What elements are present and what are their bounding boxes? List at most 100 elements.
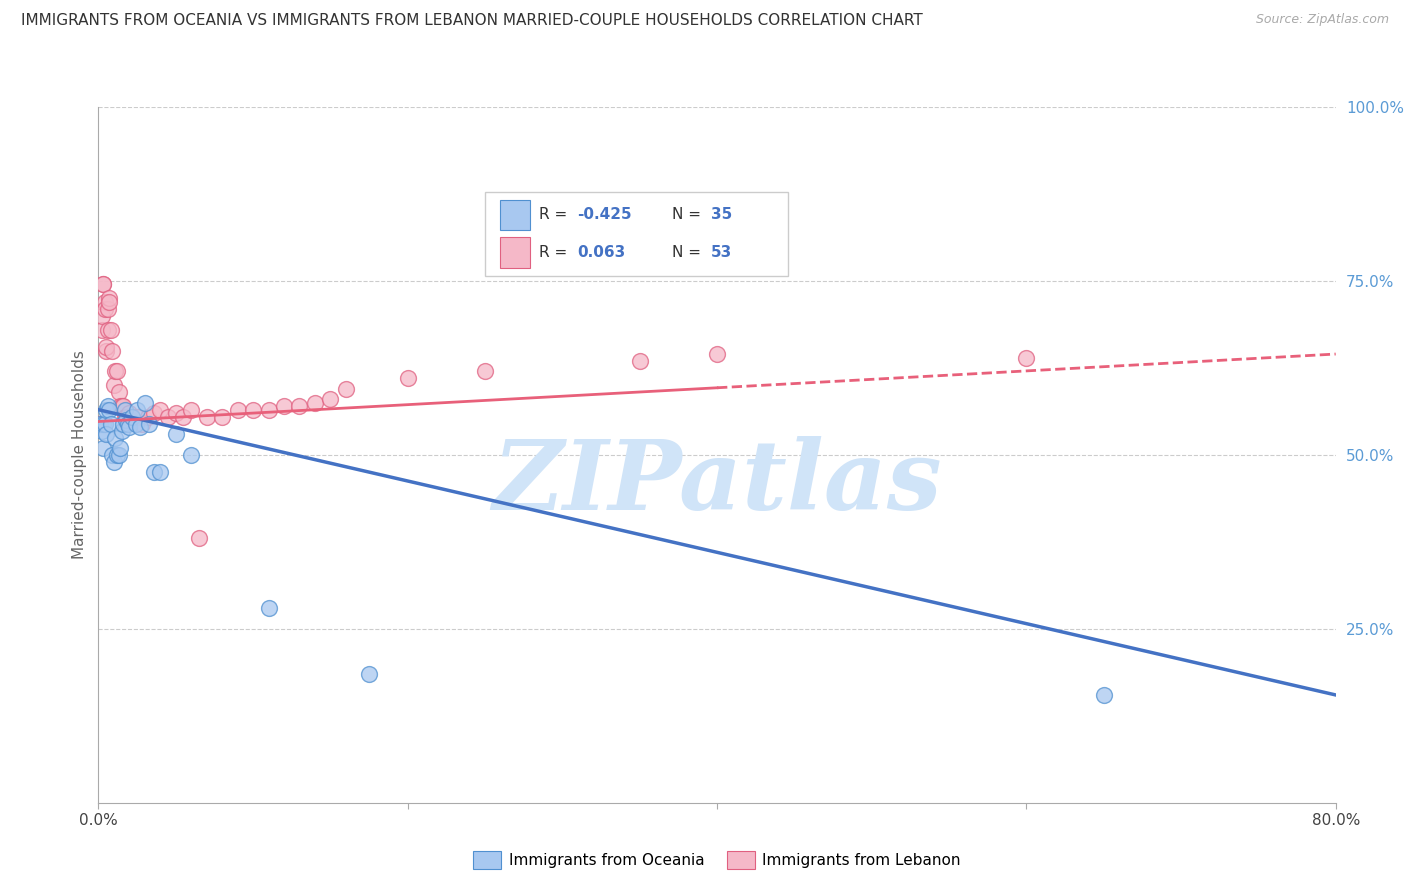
Point <box>149 466 172 480</box>
Legend: Immigrants from Oceania, Immigrants from Lebanon: Immigrants from Oceania, Immigrants from… <box>467 846 967 875</box>
Point <box>97 301 120 316</box>
Point <box>111 399 134 413</box>
Text: -0.425: -0.425 <box>578 207 631 222</box>
Point <box>1092 688 1115 702</box>
Point <box>138 417 160 431</box>
Text: N =: N = <box>672 207 706 222</box>
Point <box>188 532 211 546</box>
Point <box>117 409 139 424</box>
Point <box>100 417 122 431</box>
Text: IMMIGRANTS FROM OCEANIA VS IMMIGRANTS FROM LEBANON MARRIED-COUPLE HOUSEHOLDS COR: IMMIGRANTS FROM OCEANIA VS IMMIGRANTS FR… <box>21 13 922 29</box>
Point <box>90 424 112 438</box>
Text: ZIPatlas: ZIPatlas <box>492 436 942 530</box>
Point <box>112 417 135 431</box>
Point <box>117 417 139 431</box>
Point <box>108 441 131 455</box>
Point <box>149 402 172 417</box>
Point <box>101 448 124 462</box>
Point <box>474 364 496 378</box>
Point <box>396 371 419 385</box>
Bar <box>501 200 530 230</box>
Point <box>134 396 156 410</box>
Point <box>96 402 118 417</box>
Point <box>165 427 187 442</box>
Point <box>91 277 114 292</box>
Point <box>121 409 143 424</box>
Point <box>98 402 121 417</box>
Point <box>101 343 124 358</box>
Point <box>103 455 125 469</box>
Point <box>131 417 153 431</box>
Point <box>89 417 111 431</box>
Point <box>111 424 134 438</box>
Point <box>96 343 118 358</box>
Text: R =: R = <box>538 245 576 260</box>
Point <box>100 323 122 337</box>
Point <box>103 378 125 392</box>
Point <box>165 406 187 420</box>
Point <box>96 340 118 354</box>
Text: R =: R = <box>538 207 572 222</box>
Point <box>97 399 120 413</box>
Point <box>136 409 159 424</box>
Point <box>273 399 295 413</box>
Point <box>195 409 218 424</box>
Point <box>304 396 326 410</box>
Point <box>97 323 120 337</box>
Point <box>93 417 115 431</box>
Point <box>257 601 280 615</box>
Point <box>319 392 342 407</box>
Point <box>628 354 651 368</box>
Point <box>226 402 249 417</box>
Text: 53: 53 <box>711 245 733 260</box>
Bar <box>501 237 530 268</box>
Point <box>173 409 195 424</box>
Point <box>335 382 357 396</box>
Point <box>288 399 311 413</box>
Point <box>93 301 115 316</box>
Point <box>90 323 112 337</box>
Point <box>89 417 111 431</box>
Point <box>115 409 138 424</box>
Point <box>257 402 280 417</box>
Point <box>180 448 202 462</box>
Point <box>115 413 138 427</box>
Point <box>104 431 127 445</box>
Point <box>121 409 143 424</box>
Point <box>1015 351 1038 365</box>
Point <box>112 399 135 413</box>
Point <box>114 402 136 417</box>
Point <box>96 427 118 442</box>
Y-axis label: Married-couple Households: Married-couple Households <box>72 351 87 559</box>
Point <box>114 409 136 424</box>
Point <box>107 385 129 400</box>
Point <box>93 294 115 309</box>
Text: 0.063: 0.063 <box>578 245 626 260</box>
Point <box>143 406 166 420</box>
Point <box>127 402 149 417</box>
Point <box>90 309 112 323</box>
Point <box>105 448 128 462</box>
Text: N =: N = <box>672 245 706 260</box>
Point <box>89 417 111 431</box>
Point <box>108 399 131 413</box>
Point <box>91 441 114 455</box>
Point <box>242 402 264 417</box>
Point <box>143 466 166 480</box>
Point <box>357 667 380 681</box>
Text: 35: 35 <box>711 207 733 222</box>
Point <box>98 291 121 305</box>
Text: Source: ZipAtlas.com: Source: ZipAtlas.com <box>1256 13 1389 27</box>
Point <box>107 448 129 462</box>
Point <box>706 347 728 361</box>
Point <box>98 294 121 309</box>
Point <box>104 364 127 378</box>
Point <box>157 409 180 424</box>
Point <box>127 409 149 424</box>
Point <box>180 402 202 417</box>
Point <box>124 417 146 431</box>
Point <box>105 364 128 378</box>
Point <box>91 277 114 292</box>
Point <box>129 420 152 434</box>
Point <box>118 406 141 420</box>
